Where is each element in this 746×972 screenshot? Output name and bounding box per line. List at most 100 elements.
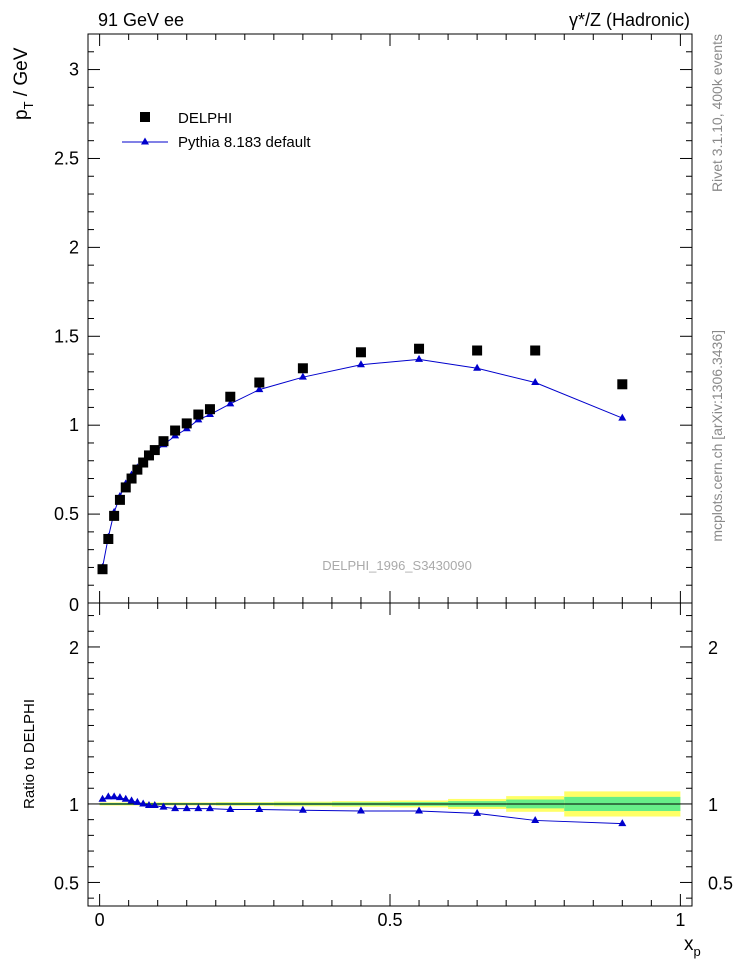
ylabel-subscript: T bbox=[21, 101, 36, 109]
main-ticks bbox=[88, 34, 692, 604]
ratio-y-axis-label: Ratio to DELPHI bbox=[21, 699, 38, 809]
delphi-point bbox=[355, 347, 366, 358]
ratio-ytick-label-right: 1 bbox=[708, 795, 718, 815]
delphi-series bbox=[97, 343, 628, 575]
ratio-ytick-label-left: 1 bbox=[69, 795, 79, 815]
legend-pythia-label: Pythia 8.183 default bbox=[178, 134, 311, 151]
watermark-label: DELPHI_1996_S3430090 bbox=[322, 558, 472, 573]
main-ytick-labels: 0.5 1 1.5 2 2.5 3 0 bbox=[54, 60, 79, 615]
ratio-pythia-series bbox=[98, 792, 627, 827]
ratio-frame bbox=[87, 602, 693, 907]
ratio-pythia-point bbox=[159, 802, 168, 810]
delphi-point bbox=[297, 363, 308, 374]
legend-delphi-marker bbox=[140, 112, 150, 122]
ratio-pythia-point bbox=[531, 815, 540, 823]
process-label: γ*/Z (Hadronic) bbox=[569, 10, 690, 30]
ratio-pythia-point bbox=[171, 804, 180, 812]
ratio-ytick-label-right: 2 bbox=[708, 638, 718, 658]
ratio-ytick-label-left: 2 bbox=[69, 638, 79, 658]
delphi-point bbox=[149, 445, 160, 456]
pythia-point bbox=[473, 363, 482, 371]
ratio-pythia-point bbox=[133, 797, 142, 805]
pythia-series bbox=[98, 354, 627, 570]
ratio-ytick-labels: 0.5 0.5 1 1 2 2 bbox=[54, 638, 733, 893]
ratio-pythia-point bbox=[194, 804, 203, 812]
ratio-pythia-point bbox=[110, 792, 119, 800]
ratio-pythia-point bbox=[298, 805, 307, 813]
ylabel-main-part: p bbox=[11, 109, 32, 120]
pythia-point bbox=[226, 399, 235, 407]
delphi-point bbox=[193, 409, 204, 420]
legend-delphi-label: DELPHI bbox=[178, 110, 232, 127]
ratio-pythia-point bbox=[104, 792, 113, 800]
delphi-point bbox=[114, 494, 125, 505]
ratio-pythia-point bbox=[115, 793, 124, 801]
pythia-point bbox=[298, 372, 307, 380]
main-ytick-label-zero: 0 bbox=[69, 595, 79, 615]
main-ytick-label: 1.5 bbox=[54, 326, 79, 346]
main-ytick-label: 0.5 bbox=[54, 504, 79, 524]
pythia-line bbox=[102, 358, 623, 568]
delphi-point bbox=[204, 404, 215, 415]
x-tick-label: 0.5 bbox=[377, 910, 402, 930]
legend-pythia-marker bbox=[141, 137, 149, 145]
delphi-point bbox=[120, 482, 131, 493]
delphi-point bbox=[170, 425, 181, 436]
ratio-pythia-point bbox=[255, 804, 264, 812]
x-tick-labels: 0 0.5 1 bbox=[95, 910, 686, 930]
delphi-point bbox=[472, 345, 483, 356]
pythia-point bbox=[356, 360, 365, 368]
ratio-ticks bbox=[88, 603, 692, 906]
main-ytick-label: 2 bbox=[69, 237, 79, 257]
ratio-pythia-point bbox=[144, 801, 153, 809]
delphi-point bbox=[109, 510, 120, 521]
ratio-pythia-point bbox=[182, 804, 191, 812]
delphi-point bbox=[97, 564, 108, 575]
xlabel-subscript: p bbox=[694, 944, 701, 959]
ratio-pythia-point bbox=[356, 806, 365, 814]
ratio-pythia-point bbox=[473, 808, 482, 816]
delphi-point bbox=[225, 391, 236, 402]
delphi-point bbox=[103, 533, 114, 544]
delphi-point bbox=[158, 436, 169, 447]
pythia-point bbox=[415, 354, 424, 362]
ylabel-unit: / GeV bbox=[11, 47, 32, 101]
delphi-point bbox=[126, 473, 137, 484]
legend: DELPHI Pythia 8.183 default bbox=[122, 110, 311, 151]
ratio-pythia-point bbox=[121, 794, 130, 802]
pythia-point bbox=[531, 378, 540, 386]
delphi-point bbox=[254, 377, 265, 388]
x-axis-label: xp bbox=[684, 934, 701, 959]
ratio-pythia-point bbox=[139, 799, 148, 807]
delphi-point bbox=[617, 379, 628, 390]
delphi-point bbox=[132, 464, 143, 475]
delphi-point bbox=[143, 450, 154, 461]
ratio-pythia-point bbox=[226, 804, 235, 812]
delphi-point bbox=[530, 345, 541, 356]
ratio-pythia-point bbox=[205, 804, 214, 812]
main-ytick-label: 2.5 bbox=[54, 148, 79, 168]
ratio-ytick-label-left: 0.5 bbox=[54, 873, 79, 893]
main-panel: 0.5 1 1.5 2 2.5 3 0 DELPHI_1996_S3430090 bbox=[54, 33, 693, 615]
delphi-point bbox=[138, 457, 149, 468]
delphi-point bbox=[414, 343, 425, 354]
ratio-panel: 0.5 0.5 1 1 2 2 0 0.5 1 bbox=[54, 602, 733, 930]
x-tick-label: 1 bbox=[675, 910, 685, 930]
delphi-point bbox=[181, 418, 192, 429]
ratio-pythia-point bbox=[98, 794, 107, 802]
xlabel-main-part: x bbox=[684, 934, 694, 955]
ratio-pythia-point bbox=[618, 819, 627, 827]
main-ytick-label: 3 bbox=[69, 60, 79, 80]
mcplots-label: mcplots.cern.ch [arXiv:1306.3436] bbox=[709, 330, 725, 542]
ratio-pythia-point bbox=[150, 801, 159, 809]
main-ytick-label: 1 bbox=[69, 415, 79, 435]
pythia-point bbox=[618, 413, 627, 421]
x-tick-label: 0 bbox=[95, 910, 105, 930]
main-y-axis-label: pT / GeV bbox=[11, 47, 36, 120]
ratio-pythia-point bbox=[127, 796, 136, 804]
energy-label: 91 GeV ee bbox=[98, 10, 184, 30]
ratio-pythia-point bbox=[415, 806, 424, 814]
rivet-label: Rivet 3.1.10, 400k events bbox=[709, 34, 725, 192]
pythia-point bbox=[255, 385, 264, 393]
